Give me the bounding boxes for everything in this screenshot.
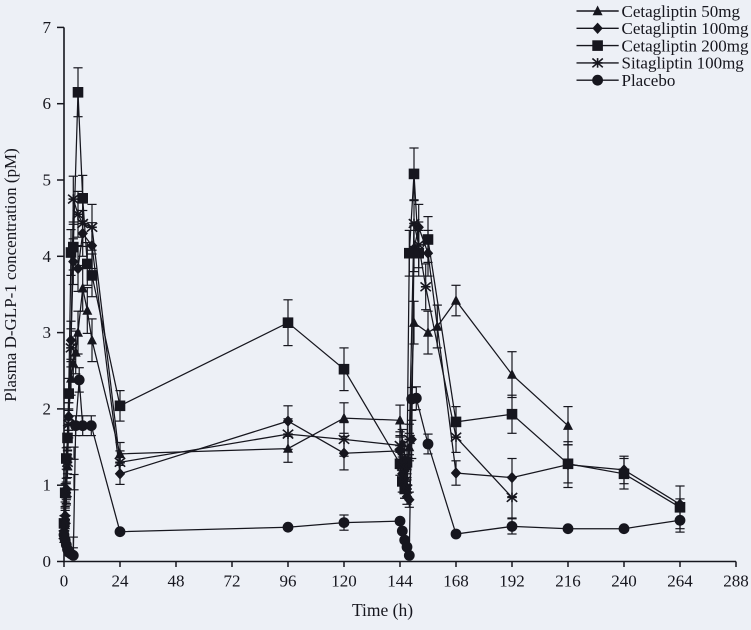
svg-text:144: 144 [387, 572, 413, 591]
svg-text:Cetagliptin 100mg: Cetagliptin 100mg [622, 19, 750, 38]
svg-text:240: 240 [611, 572, 637, 591]
svg-text:5: 5 [43, 171, 52, 190]
svg-text:6: 6 [43, 94, 52, 113]
svg-text:192: 192 [499, 572, 525, 591]
svg-text:4: 4 [43, 247, 52, 266]
svg-text:48: 48 [168, 572, 185, 591]
svg-text:Cetagliptin 50mg: Cetagliptin 50mg [622, 2, 741, 21]
svg-text:120: 120 [331, 572, 357, 591]
svg-text:168: 168 [443, 572, 469, 591]
svg-text:Cetagliptin 200mg: Cetagliptin 200mg [622, 36, 750, 55]
svg-text:1: 1 [43, 476, 52, 495]
svg-text:96: 96 [280, 572, 297, 591]
svg-text:0: 0 [60, 572, 69, 591]
svg-text:216: 216 [555, 572, 581, 591]
svg-text:0: 0 [43, 552, 52, 571]
svg-text:264: 264 [667, 572, 693, 591]
svg-text:288: 288 [723, 572, 749, 591]
svg-text:Plasma D-GLP-1 concentration (: Plasma D-GLP-1 concentration (pM) [1, 148, 20, 402]
svg-text:7: 7 [43, 18, 52, 37]
svg-text:Sitagliptin 100mg: Sitagliptin 100mg [622, 54, 745, 73]
svg-text:24: 24 [112, 572, 130, 591]
svg-text:3: 3 [43, 323, 52, 342]
svg-text:2: 2 [43, 399, 52, 418]
svg-text:72: 72 [224, 572, 241, 591]
svg-text:Placebo: Placebo [622, 71, 676, 90]
svg-text:Time (h): Time (h) [352, 600, 413, 620]
